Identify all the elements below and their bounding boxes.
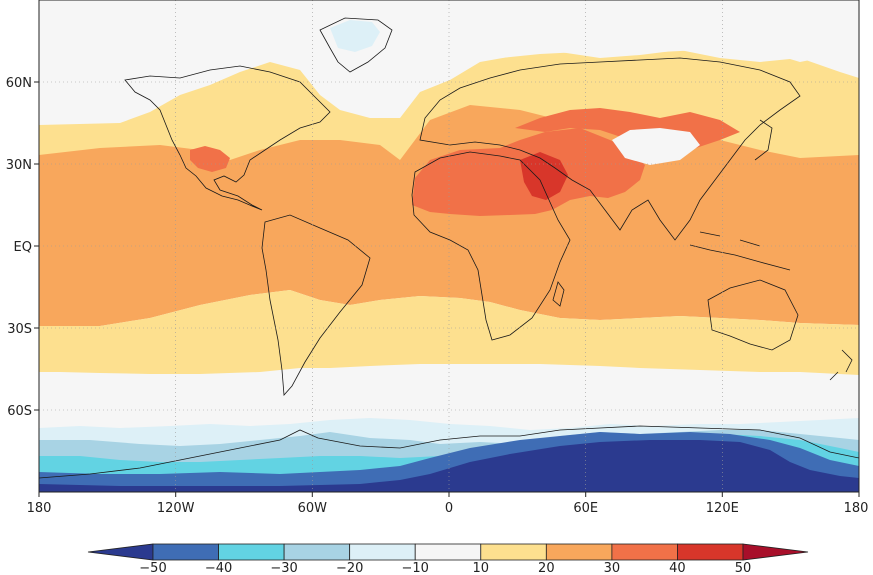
- hot-zone-na-southwest: [190, 146, 230, 172]
- coastlines: [39, 17, 859, 479]
- colorbar-swatch: [283, 543, 351, 561]
- coast-maritime-se-asia: [689, 231, 791, 271]
- y-tick-label: 30S: [7, 322, 32, 337]
- coast-japan: [754, 119, 773, 161]
- coast-south-america: [261, 214, 371, 396]
- colorbar-label: 50: [735, 561, 752, 575]
- arctic-land-patches: [39, 0, 859, 115]
- band-south-minus50: [39, 440, 859, 492]
- colorbar: −50 −40 −30 −20 −10 10 20 30 40 50: [87, 543, 809, 575]
- y-tick-label: 60N: [6, 76, 32, 91]
- colorbar-swatch: [349, 543, 416, 561]
- colorbar-label: 20: [538, 561, 555, 575]
- colorbar-label: −20: [336, 561, 363, 575]
- colorbar-swatch: [611, 543, 678, 561]
- colorbar-swatch: [480, 543, 547, 561]
- colorbar-swatch: [677, 543, 744, 561]
- colorbar-label: 10: [473, 561, 490, 575]
- greenland-cold: [330, 20, 380, 52]
- y-tick-label: 60S: [7, 404, 32, 419]
- colorbar-swatch: [152, 543, 219, 561]
- colorbar-swatch: [414, 543, 482, 561]
- coast-australia: [707, 279, 799, 351]
- coast-eurasia: [419, 57, 801, 241]
- y-tick-label: EQ: [14, 240, 32, 255]
- colorbar-swatch-min: [87, 543, 154, 561]
- coast-new-zealand: [829, 349, 853, 381]
- colorbar-swatch-max: [742, 543, 809, 561]
- colorbar-label: 40: [669, 561, 686, 575]
- x-tick-label: 60E: [573, 501, 598, 516]
- coast-greenland: [319, 17, 393, 73]
- x-tick-label: 120E: [706, 501, 739, 516]
- coast-madagascar: [552, 281, 565, 307]
- x-tick-label: 180: [844, 501, 869, 516]
- colorbar-label: −10: [402, 561, 429, 575]
- x-tick-label: 180: [27, 501, 52, 516]
- colorbar-swatch: [218, 543, 285, 561]
- x-tick-labels: 180 120W 60W 0 60E 120E 180: [27, 501, 869, 516]
- coast-antarctica: [39, 425, 859, 479]
- colorbar-label: −40: [205, 561, 232, 575]
- colorbar-label: 30: [604, 561, 621, 575]
- colorbar-swatches: [87, 543, 809, 561]
- x-tick-label: 120W: [157, 501, 195, 516]
- hot-zone-tibet-cold: [612, 128, 700, 165]
- graticule: [39, 0, 859, 492]
- y-tick-label: 30N: [6, 158, 32, 173]
- coast-africa: [411, 151, 571, 341]
- map-panel: [39, 0, 859, 492]
- colorbar-labels: −50 −40 −30 −20 −10 10 20 30 40 50: [139, 561, 751, 575]
- colorbar-label: −30: [270, 561, 297, 575]
- colorbar-label: −50: [139, 561, 166, 575]
- tick-marks: [34, 81, 860, 497]
- x-tick-label: 60W: [298, 501, 328, 516]
- colorbar-swatch: [545, 543, 613, 561]
- coast-north-america: [124, 65, 331, 211]
- y-tick-labels: 60N 30N EQ 30S 60S: [6, 76, 32, 419]
- x-tick-label: 0: [445, 501, 453, 516]
